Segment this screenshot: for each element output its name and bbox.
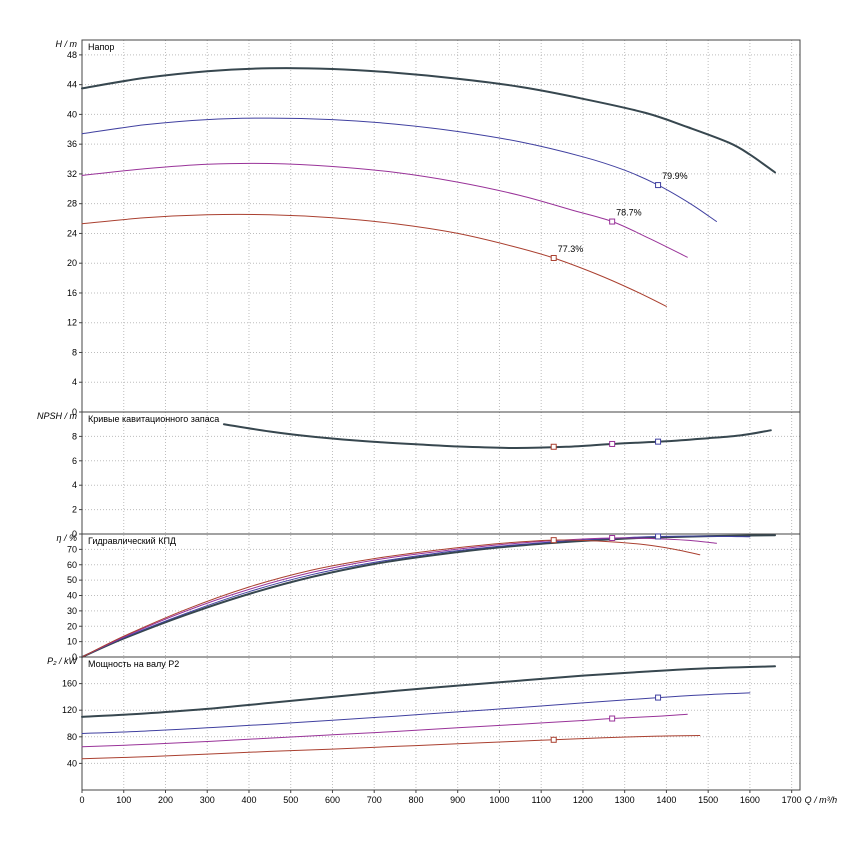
y-tick-label: 44 (67, 80, 77, 90)
y-tick-label: 20 (67, 258, 77, 268)
head-curve-1 (81, 67, 776, 174)
duty-point-marker (550, 254, 557, 261)
efficiency-annotation: 78.7% (616, 208, 642, 218)
efficiency-eff-curve-3 (81, 537, 717, 658)
power-power-curve-2 (81, 692, 751, 734)
y-tick-label: 4 (72, 377, 77, 387)
efficiency-eff-curve-4 (81, 539, 701, 658)
power-power-curve-3 (81, 713, 688, 748)
y-tick-label: 6 (72, 456, 77, 466)
x-tick-label: 300 (200, 795, 215, 805)
y-tick-label: 12 (67, 318, 77, 328)
y-tick-label: 2 (72, 505, 77, 515)
y-tick-label: 40 (67, 591, 77, 601)
x-tick-label: 1600 (740, 795, 760, 805)
duty-point-marker (550, 537, 557, 544)
efficiency-annotation: 77.3% (558, 244, 584, 254)
x-tick-label: 100 (116, 795, 131, 805)
y-tick-label: 40 (67, 109, 77, 119)
y-tick-label: 160 (62, 679, 77, 689)
duty-point-marker (655, 533, 662, 540)
duty-point-marker (550, 443, 557, 450)
x-axis: 0 100 200 300 400 500 600 700 800 900 1000 1100 1200… (79, 790, 837, 805)
power-power-curve-1 (81, 665, 776, 718)
y-tick-label: 0 (72, 529, 77, 539)
duty-point-marker (609, 440, 616, 447)
y-tick-label: 48 (67, 50, 77, 60)
y-tick-label: 28 (67, 199, 77, 209)
duty-point-marker (609, 534, 616, 541)
x-tick-label: 1500 (698, 795, 718, 805)
panel-title: Гидравлический КПД (88, 536, 176, 546)
y-axis-power: 40 80 120 160 (62, 679, 82, 768)
y-tick-label: 10 (67, 637, 77, 647)
y-tick-label: 120 (62, 705, 77, 715)
y-axis-unit-label: P₂ / kW (47, 656, 78, 666)
x-tick-label: 1200 (573, 795, 593, 805)
duty-point-marker (550, 736, 557, 743)
x-tick-label: 600 (325, 795, 340, 805)
duty-point-marker (655, 694, 662, 701)
x-tick-label: 500 (283, 795, 298, 805)
panel-power: 40 80 120 160 P₂ / kW Мощность на валу P2 (47, 656, 801, 791)
y-tick-label: 8 (72, 431, 77, 441)
y-tick-label: 0 (72, 407, 77, 417)
y-tick-label: 4 (72, 480, 77, 490)
y-axis-unit-label: NPSH / m (37, 411, 78, 421)
npsh-npsh-curve (222, 423, 772, 450)
duty-point-marker (609, 715, 616, 722)
y-tick-label: 30 (67, 606, 77, 616)
y-tick-label: 50 (67, 575, 77, 585)
duty-point-marker (609, 218, 616, 225)
panel-title: Мощность на валу P2 (88, 659, 179, 669)
vertical-grid (123, 40, 793, 790)
head-curve-4 (81, 213, 667, 307)
efficiency-annotation: 79.9% (662, 171, 688, 181)
y-tick-label: 8 (72, 347, 77, 357)
y-tick-label: 32 (67, 169, 77, 179)
y-axis-efficiency: 0 10 20 30 40 50 60 70 (67, 544, 82, 662)
x-tick-label: 900 (450, 795, 465, 805)
y-tick-label: 60 (67, 560, 77, 570)
y-tick-label: 80 (67, 732, 77, 742)
y-tick-label: 0 (72, 652, 77, 662)
x-tick-label: 700 (367, 795, 382, 805)
panel-title: Кривые кавитационного запаса (88, 414, 219, 424)
y-tick-label: 24 (67, 228, 77, 238)
power-power-curve-4 (81, 735, 701, 760)
duty-point-marker (655, 438, 662, 445)
panel-title: Напор (88, 42, 114, 52)
x-tick-label: 1000 (489, 795, 509, 805)
x-tick-label: 400 (241, 795, 256, 805)
y-tick-label: 36 (67, 139, 77, 149)
x-tick-label: 0 (79, 795, 84, 805)
x-tick-label: 1100 (532, 795, 551, 805)
y-tick-label: 20 (67, 621, 77, 631)
x-tick-label: 1700 (782, 795, 802, 805)
x-tick-label: 1300 (615, 795, 635, 805)
y-axis-unit-label: H / m (56, 39, 78, 49)
x-tick-label: 1400 (656, 795, 676, 805)
x-tick-label: 800 (408, 795, 423, 805)
x-tick-label: 200 (158, 795, 173, 805)
x-axis-unit-label: Q / m³/h (805, 795, 838, 805)
y-tick-label: 40 (67, 758, 77, 768)
y-tick-label: 70 (67, 544, 77, 554)
panel-frame (81, 656, 801, 791)
y-axis-unit-label: η / % (56, 533, 77, 543)
duty-point-marker (655, 182, 662, 189)
y-tick-label: 16 (67, 288, 77, 298)
